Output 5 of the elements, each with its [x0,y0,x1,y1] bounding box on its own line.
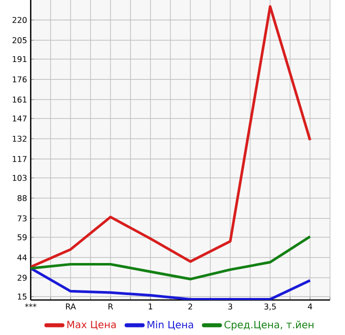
legend-label: Min Цена [148,320,194,330]
line-series [30,5,312,268]
legend-label: Max Цена [67,320,116,330]
legend-label: Сред.Цена, т.йен [224,320,314,330]
line-series [30,235,312,280]
